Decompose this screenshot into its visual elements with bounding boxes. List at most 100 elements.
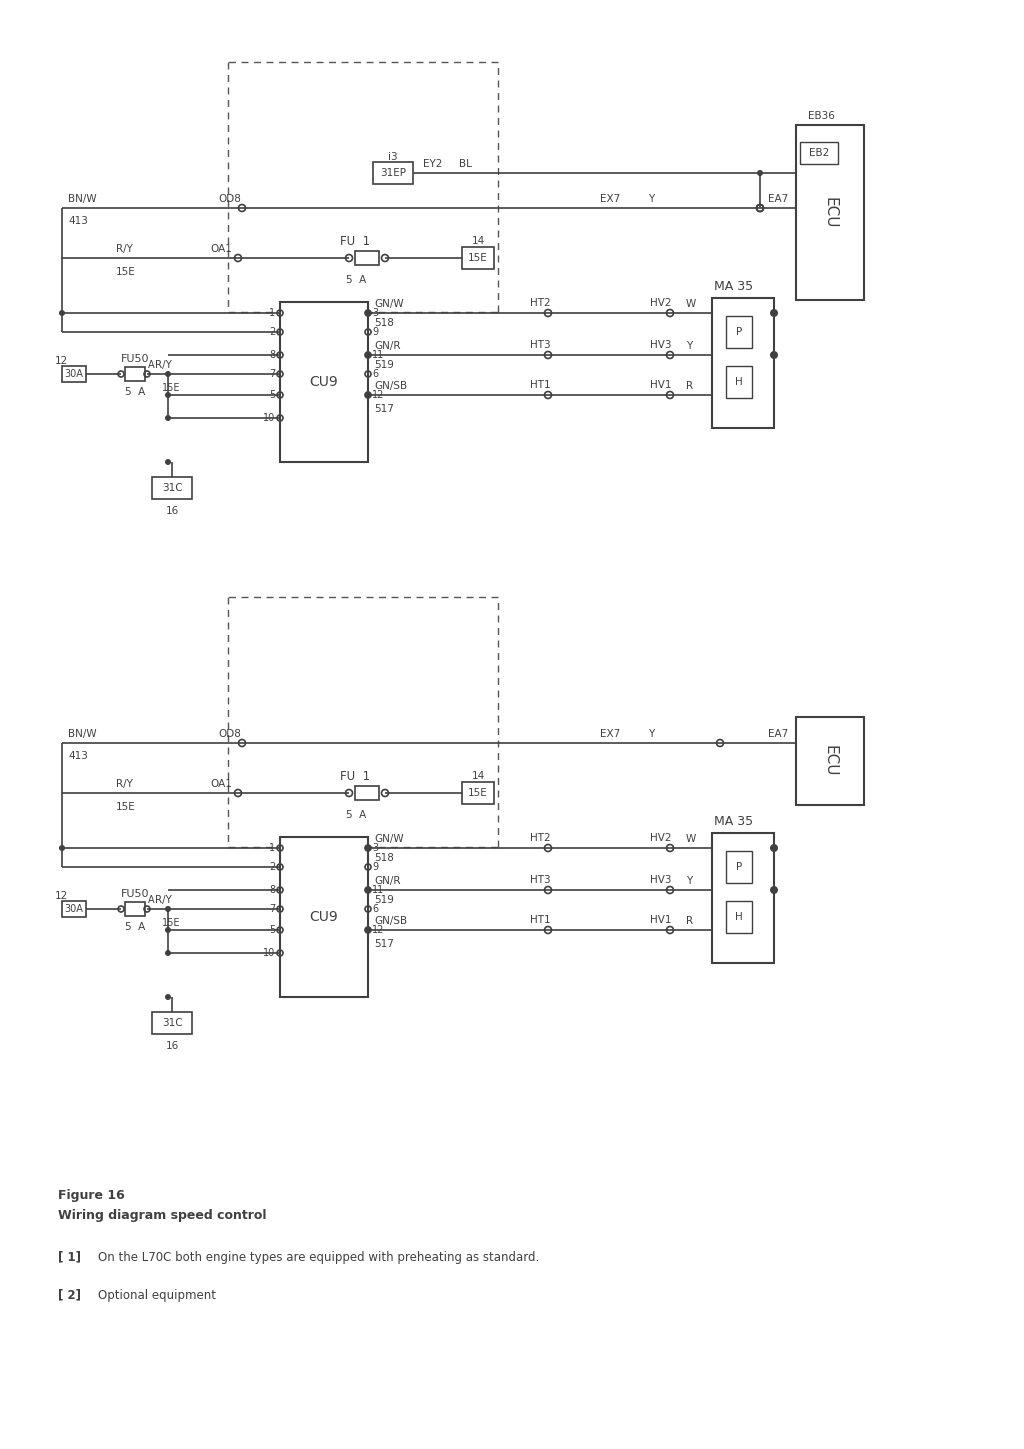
- Text: OA1: OA1: [210, 780, 231, 790]
- Text: 5: 5: [268, 390, 275, 400]
- Text: Wiring diagram speed control: Wiring diagram speed control: [58, 1208, 266, 1222]
- Text: H: H: [735, 911, 742, 922]
- Text: 6: 6: [372, 369, 378, 380]
- Text: P: P: [736, 327, 742, 338]
- Circle shape: [165, 927, 171, 933]
- Text: R: R: [686, 381, 693, 391]
- Circle shape: [365, 310, 371, 316]
- Bar: [800, 142, 838, 164]
- Bar: [355, 785, 379, 800]
- Text: 15E: 15E: [116, 801, 136, 811]
- Text: 16: 16: [165, 1040, 178, 1051]
- Text: Y: Y: [648, 194, 654, 204]
- Circle shape: [365, 845, 371, 851]
- Text: A: A: [148, 895, 155, 906]
- Text: GN/W: GN/W: [374, 835, 403, 843]
- Text: 7: 7: [268, 369, 275, 380]
- Text: MA 35: MA 35: [714, 814, 753, 827]
- Text: R/Y: R/Y: [116, 780, 133, 790]
- Bar: [355, 251, 379, 265]
- Text: Y: Y: [686, 341, 692, 351]
- Text: BL: BL: [459, 159, 472, 170]
- Text: EX7: EX7: [600, 729, 621, 739]
- Bar: [280, 301, 368, 462]
- Text: HV3: HV3: [650, 341, 672, 351]
- Text: [ 1]: [ 1]: [58, 1250, 81, 1264]
- Text: EA7: EA7: [768, 729, 788, 739]
- Bar: [125, 367, 145, 381]
- Text: 5: 5: [268, 924, 275, 935]
- Text: 15E: 15E: [162, 383, 180, 393]
- Text: EY2: EY2: [423, 159, 442, 170]
- Bar: [796, 125, 864, 300]
- Text: 31C: 31C: [162, 1019, 182, 1027]
- Text: GN/SB: GN/SB: [374, 381, 408, 391]
- Circle shape: [365, 887, 371, 893]
- Text: 15E: 15E: [116, 267, 136, 277]
- Circle shape: [757, 170, 763, 175]
- Text: OA1: OA1: [210, 243, 231, 254]
- Circle shape: [365, 393, 371, 398]
- Text: 2: 2: [268, 327, 275, 338]
- Text: P: P: [736, 862, 742, 872]
- Text: 12: 12: [372, 924, 384, 935]
- Text: OD8: OD8: [218, 194, 241, 204]
- Text: FU50: FU50: [121, 890, 150, 898]
- Text: HT3: HT3: [530, 875, 551, 885]
- Text: Figure 16: Figure 16: [58, 1188, 125, 1201]
- Text: 7: 7: [268, 904, 275, 914]
- Text: W: W: [686, 298, 696, 309]
- Text: 5  A: 5 A: [346, 810, 367, 820]
- Text: HV2: HV2: [650, 833, 672, 843]
- Text: 12: 12: [55, 891, 69, 901]
- Text: HV1: HV1: [650, 380, 672, 390]
- Text: HT1: HT1: [530, 914, 551, 924]
- Bar: [62, 367, 86, 383]
- Text: 15E: 15E: [162, 919, 180, 927]
- Text: GN/W: GN/W: [374, 298, 403, 309]
- Text: [ 2]: [ 2]: [58, 1288, 81, 1301]
- Text: 15E: 15E: [468, 788, 487, 798]
- Text: 517: 517: [374, 404, 394, 414]
- Text: 518: 518: [374, 317, 394, 327]
- Text: EB36: EB36: [808, 112, 835, 122]
- Text: 8: 8: [269, 885, 275, 895]
- Bar: [712, 298, 774, 427]
- Bar: [726, 367, 752, 398]
- Text: 6: 6: [372, 904, 378, 914]
- Text: 16: 16: [165, 506, 178, 516]
- Bar: [712, 833, 774, 964]
- Text: FU  1: FU 1: [340, 769, 370, 782]
- Circle shape: [770, 843, 778, 852]
- Text: Y: Y: [686, 877, 692, 885]
- Circle shape: [165, 994, 171, 1000]
- Circle shape: [59, 845, 65, 851]
- Text: 9: 9: [372, 862, 378, 872]
- Text: H: H: [735, 377, 742, 387]
- Text: FU50: FU50: [121, 354, 150, 364]
- Circle shape: [770, 351, 778, 359]
- Text: R: R: [686, 916, 693, 926]
- Text: 14: 14: [471, 771, 484, 781]
- Bar: [62, 901, 86, 917]
- Text: 518: 518: [374, 853, 394, 864]
- Text: EX7: EX7: [600, 194, 621, 204]
- Text: W: W: [686, 835, 696, 843]
- Text: 9: 9: [372, 327, 378, 338]
- Bar: [152, 477, 193, 498]
- Text: 413: 413: [68, 751, 88, 761]
- Bar: [280, 838, 368, 997]
- Text: CU9: CU9: [309, 910, 338, 924]
- Text: ECU: ECU: [822, 197, 838, 229]
- Text: 517: 517: [374, 939, 394, 949]
- Text: CU9: CU9: [309, 375, 338, 388]
- Text: 519: 519: [374, 359, 394, 369]
- Text: 519: 519: [374, 895, 394, 906]
- Text: 30A: 30A: [65, 904, 83, 914]
- Text: HV1: HV1: [650, 914, 672, 924]
- Bar: [152, 1011, 193, 1035]
- Text: 12: 12: [372, 390, 384, 400]
- Text: HT2: HT2: [530, 833, 551, 843]
- Text: R/Y: R/Y: [116, 243, 133, 254]
- Text: HV3: HV3: [650, 875, 672, 885]
